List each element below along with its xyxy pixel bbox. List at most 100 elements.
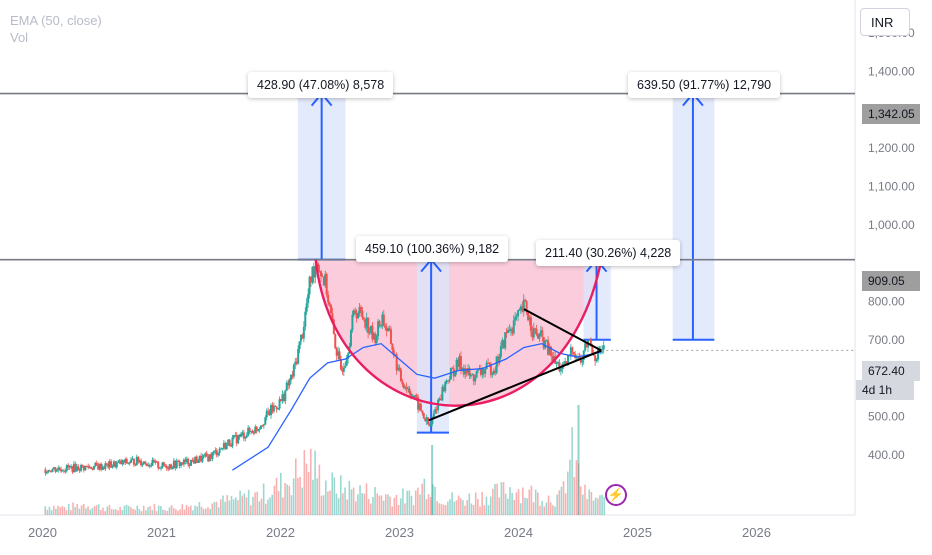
volume-bar bbox=[444, 505, 447, 515]
volume-bar bbox=[522, 487, 524, 515]
candle-body bbox=[349, 330, 352, 347]
candle-body bbox=[218, 448, 221, 454]
candle-body bbox=[255, 426, 258, 431]
candle-body bbox=[468, 368, 471, 376]
candle-body bbox=[215, 450, 218, 456]
candle-body bbox=[401, 381, 404, 385]
candle-body bbox=[382, 314, 385, 326]
volume-bar bbox=[560, 486, 563, 515]
candle-body bbox=[549, 346, 552, 357]
candle-body bbox=[309, 276, 312, 283]
candle-body bbox=[427, 417, 430, 425]
volume-bar bbox=[196, 506, 199, 515]
candle-body bbox=[128, 462, 131, 464]
volume-bar bbox=[241, 495, 244, 515]
volume-bar bbox=[472, 504, 475, 515]
volume-bar bbox=[121, 510, 124, 515]
candle-body bbox=[180, 462, 183, 466]
volume-bar bbox=[363, 493, 366, 515]
candle-body bbox=[174, 460, 177, 468]
candle-body bbox=[445, 380, 448, 383]
volume-bar bbox=[395, 494, 398, 515]
volume-legend[interactable]: Vol bbox=[10, 30, 29, 45]
volume-bar bbox=[224, 501, 226, 515]
candle-body bbox=[50, 471, 53, 473]
candle-body bbox=[472, 374, 475, 382]
candle-body bbox=[471, 374, 474, 376]
ema-legend[interactable]: EMA (50, close) bbox=[10, 13, 102, 28]
volume-bar bbox=[85, 508, 87, 515]
volume-bar bbox=[269, 497, 271, 515]
candle-body bbox=[491, 374, 494, 376]
bar-countdown: 4d 1h bbox=[856, 380, 914, 400]
volume-bar bbox=[232, 499, 235, 515]
candle-body bbox=[319, 271, 322, 277]
volume-bar bbox=[485, 496, 488, 515]
candle-body bbox=[559, 368, 562, 372]
candle-body bbox=[112, 461, 115, 467]
candle-body bbox=[362, 317, 365, 320]
candle-body bbox=[192, 460, 195, 464]
measure-label-4[interactable]: 639.50 (91.77%) 12,790 bbox=[628, 72, 781, 98]
volume-bar bbox=[166, 510, 169, 515]
volume-bar bbox=[155, 511, 158, 515]
volume-bar bbox=[297, 477, 299, 515]
y-tick-label: 1,400.00 bbox=[868, 64, 915, 78]
volume-bar bbox=[549, 502, 552, 515]
candle-body bbox=[170, 464, 173, 469]
candle-body bbox=[52, 467, 55, 470]
candle-body bbox=[145, 463, 148, 466]
candle-body bbox=[384, 325, 387, 328]
candle-body bbox=[517, 310, 520, 317]
volume-bar bbox=[327, 491, 329, 515]
volume-bar bbox=[466, 500, 468, 515]
candle-body bbox=[110, 461, 113, 468]
candle-body bbox=[161, 462, 164, 468]
volume-bar bbox=[217, 507, 220, 515]
candle-body bbox=[45, 472, 48, 474]
x-tick-label: 2025 bbox=[623, 525, 652, 540]
candle-body bbox=[322, 276, 325, 286]
candle-body bbox=[329, 304, 332, 314]
volume-bar bbox=[177, 510, 179, 515]
candle-body bbox=[200, 455, 203, 462]
candle-body bbox=[60, 469, 63, 472]
candle-body bbox=[202, 455, 205, 457]
volume-bar bbox=[59, 507, 61, 515]
measure-label-3[interactable]: 211.40 (30.26%) 4,228 bbox=[536, 240, 681, 266]
volume-bar bbox=[500, 482, 503, 515]
volume-bar bbox=[603, 497, 606, 515]
price-tag-lower-level: 909.05 bbox=[862, 271, 920, 291]
volume-bar bbox=[507, 498, 509, 515]
lightning-icon[interactable]: ⚡ bbox=[605, 484, 627, 506]
volume-bar bbox=[181, 504, 184, 515]
volume-bar bbox=[215, 501, 218, 515]
candle-body bbox=[104, 463, 107, 469]
volume-bar bbox=[528, 489, 531, 515]
ema-line bbox=[232, 342, 602, 471]
volume-bar bbox=[483, 505, 486, 515]
volume-bar bbox=[284, 482, 286, 515]
candle-body bbox=[405, 387, 408, 389]
volume-bar bbox=[301, 487, 304, 515]
measure-label-1[interactable]: 428.90 (47.08%) 8,578 bbox=[248, 72, 394, 98]
candle-body bbox=[588, 339, 591, 341]
candle-body bbox=[108, 461, 111, 468]
candle-body bbox=[522, 299, 525, 312]
volume-bar bbox=[183, 509, 186, 515]
volume-bar bbox=[419, 494, 421, 515]
indicator-legend: EMA (50, close) Vol bbox=[10, 12, 102, 46]
candle-body bbox=[122, 460, 125, 463]
candle-body bbox=[369, 325, 372, 333]
volume-bar bbox=[110, 509, 113, 515]
measure-label-2[interactable]: 459.10 (100.36%) 9,182 bbox=[356, 236, 509, 262]
candle-body bbox=[374, 333, 377, 344]
volume-bar bbox=[584, 484, 586, 515]
candle-body bbox=[152, 459, 155, 463]
candle-body bbox=[181, 462, 184, 465]
candle-body bbox=[115, 462, 118, 468]
currency-button[interactable]: INR bbox=[860, 8, 910, 36]
candle-body bbox=[444, 382, 447, 392]
